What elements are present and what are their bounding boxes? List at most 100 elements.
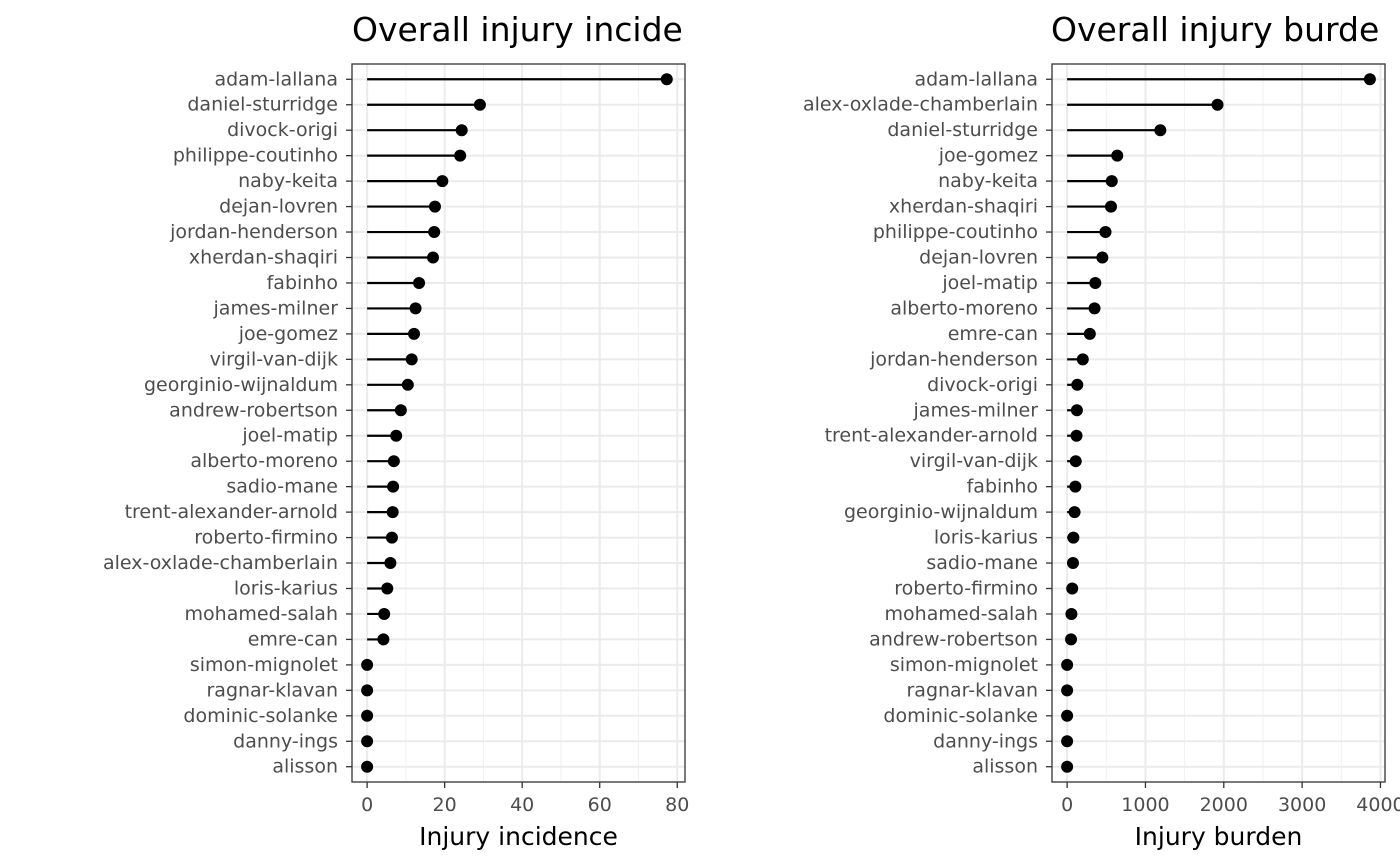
category-label: alisson — [972, 756, 1038, 778]
category-label: divock-origi — [927, 374, 1038, 396]
x-tick-label: 0 — [361, 794, 373, 816]
x-tick-label: 20 — [433, 794, 457, 816]
data-point — [1111, 149, 1124, 162]
data-point — [1069, 455, 1082, 468]
data-point — [361, 735, 374, 748]
category-label: danny-ings — [233, 730, 338, 752]
category-label: xherdan-shaqiri — [889, 196, 1038, 218]
data-point — [361, 760, 374, 773]
plot-background — [1052, 64, 1385, 782]
category-label: xherdan-shaqiri — [189, 247, 338, 269]
category-label: jordan-henderson — [869, 348, 1038, 370]
category-label: fabinho — [967, 476, 1038, 498]
data-point — [361, 709, 374, 722]
category-label: mohamed-salah — [885, 603, 1038, 625]
data-point — [1065, 607, 1078, 620]
category-label: simon-mignolet — [890, 654, 1038, 676]
data-point — [384, 557, 397, 570]
data-point — [401, 378, 414, 391]
data-point — [385, 531, 398, 544]
data-point — [1104, 200, 1117, 213]
data-point — [390, 429, 403, 442]
data-point — [405, 353, 418, 366]
category-label: daniel-sturridge — [887, 119, 1038, 141]
data-point — [1066, 582, 1079, 595]
data-point — [1083, 327, 1096, 340]
data-point — [1071, 378, 1084, 391]
panel-border — [1051, 63, 1386, 783]
data-point — [387, 480, 400, 493]
panel-border — [351, 63, 686, 783]
category-label: james-milner — [913, 399, 1039, 421]
x-tick-label: 40 — [510, 794, 534, 816]
category-label: georginio-wijnaldum — [844, 501, 1038, 523]
category-label: philippe-coutinho — [173, 145, 338, 167]
category-label: roberto-firmino — [194, 527, 338, 549]
data-point — [378, 607, 391, 620]
data-point — [1061, 684, 1074, 697]
x-tick-label: 3000 — [1278, 794, 1326, 816]
data-point — [361, 684, 374, 697]
data-point — [1089, 276, 1102, 289]
x-axis-title: Injury incidence — [419, 822, 618, 851]
category-label: joel-matip — [941, 272, 1038, 294]
category-label: sadio-mane — [926, 552, 1038, 574]
data-point — [1363, 73, 1376, 86]
data-point — [386, 506, 399, 519]
category-label: joe-gomez — [938, 145, 1038, 167]
data-point — [1069, 480, 1082, 493]
category-label: roberto-firmino — [894, 577, 1038, 599]
data-point — [660, 73, 673, 86]
data-point — [409, 302, 422, 315]
chart-title: Overall injury incide — [352, 10, 683, 49]
data-point — [1061, 760, 1074, 773]
panel-1: adam-lallana daniel-sturridge divock-origi… — [103, 10, 689, 851]
category-label: daniel-sturridge — [187, 94, 338, 116]
data-point — [381, 582, 394, 595]
x-tick-label: 4000 — [1356, 794, 1400, 816]
data-point — [427, 251, 440, 264]
category-label: loris-karius — [934, 527, 1038, 549]
x-tick-label: 0 — [1061, 794, 1073, 816]
category-label: virgil-van-dijk — [910, 450, 1038, 472]
category-label: emre-can — [948, 323, 1038, 345]
data-point — [1061, 658, 1074, 671]
data-point — [1068, 506, 1081, 519]
category-label: joe-gomez — [238, 323, 338, 345]
data-point — [1070, 429, 1083, 442]
data-point — [1070, 404, 1083, 417]
data-point — [1061, 735, 1074, 748]
category-label: georginio-wijnaldum — [144, 374, 338, 396]
x-tick-label: 1000 — [1121, 794, 1169, 816]
data-point — [1105, 175, 1118, 188]
category-label: naby-keita — [238, 170, 338, 192]
category-label: alex-oxlade-chamberlain — [103, 552, 338, 574]
category-label: ragnar-klavan — [906, 679, 1038, 701]
category-label: dejan-lovren — [219, 196, 338, 218]
category-label: andrew-robertson — [869, 628, 1038, 650]
data-point — [1088, 302, 1101, 315]
data-point — [436, 175, 449, 188]
data-point — [1067, 531, 1080, 544]
data-point — [413, 276, 426, 289]
data-point — [1096, 251, 1109, 264]
data-point — [454, 149, 467, 162]
category-label: ragnar-klavan — [206, 679, 338, 701]
category-label: dominic-solanke — [883, 705, 1038, 727]
category-label: alberto-moreno — [190, 450, 338, 472]
category-label: sadio-mane — [226, 476, 338, 498]
x-axis-title: Injury burden — [1135, 822, 1303, 851]
category-label: danny-ings — [933, 730, 1038, 752]
category-label: dejan-lovren — [919, 247, 1038, 269]
data-point — [408, 327, 421, 340]
x-tick-label: 2000 — [1200, 794, 1248, 816]
category-label: trent-alexander-arnold — [125, 501, 338, 523]
category-label: fabinho — [267, 272, 338, 294]
category-label: alex-oxlade-chamberlain — [803, 94, 1038, 116]
data-point — [1061, 709, 1074, 722]
panel-2: adam-lallana alex-oxlade-chamberlain danie… — [803, 10, 1400, 851]
category-label: adam-lallana — [914, 68, 1038, 90]
grid-lines — [1052, 64, 1385, 782]
category-label: philippe-coutinho — [873, 221, 1038, 243]
